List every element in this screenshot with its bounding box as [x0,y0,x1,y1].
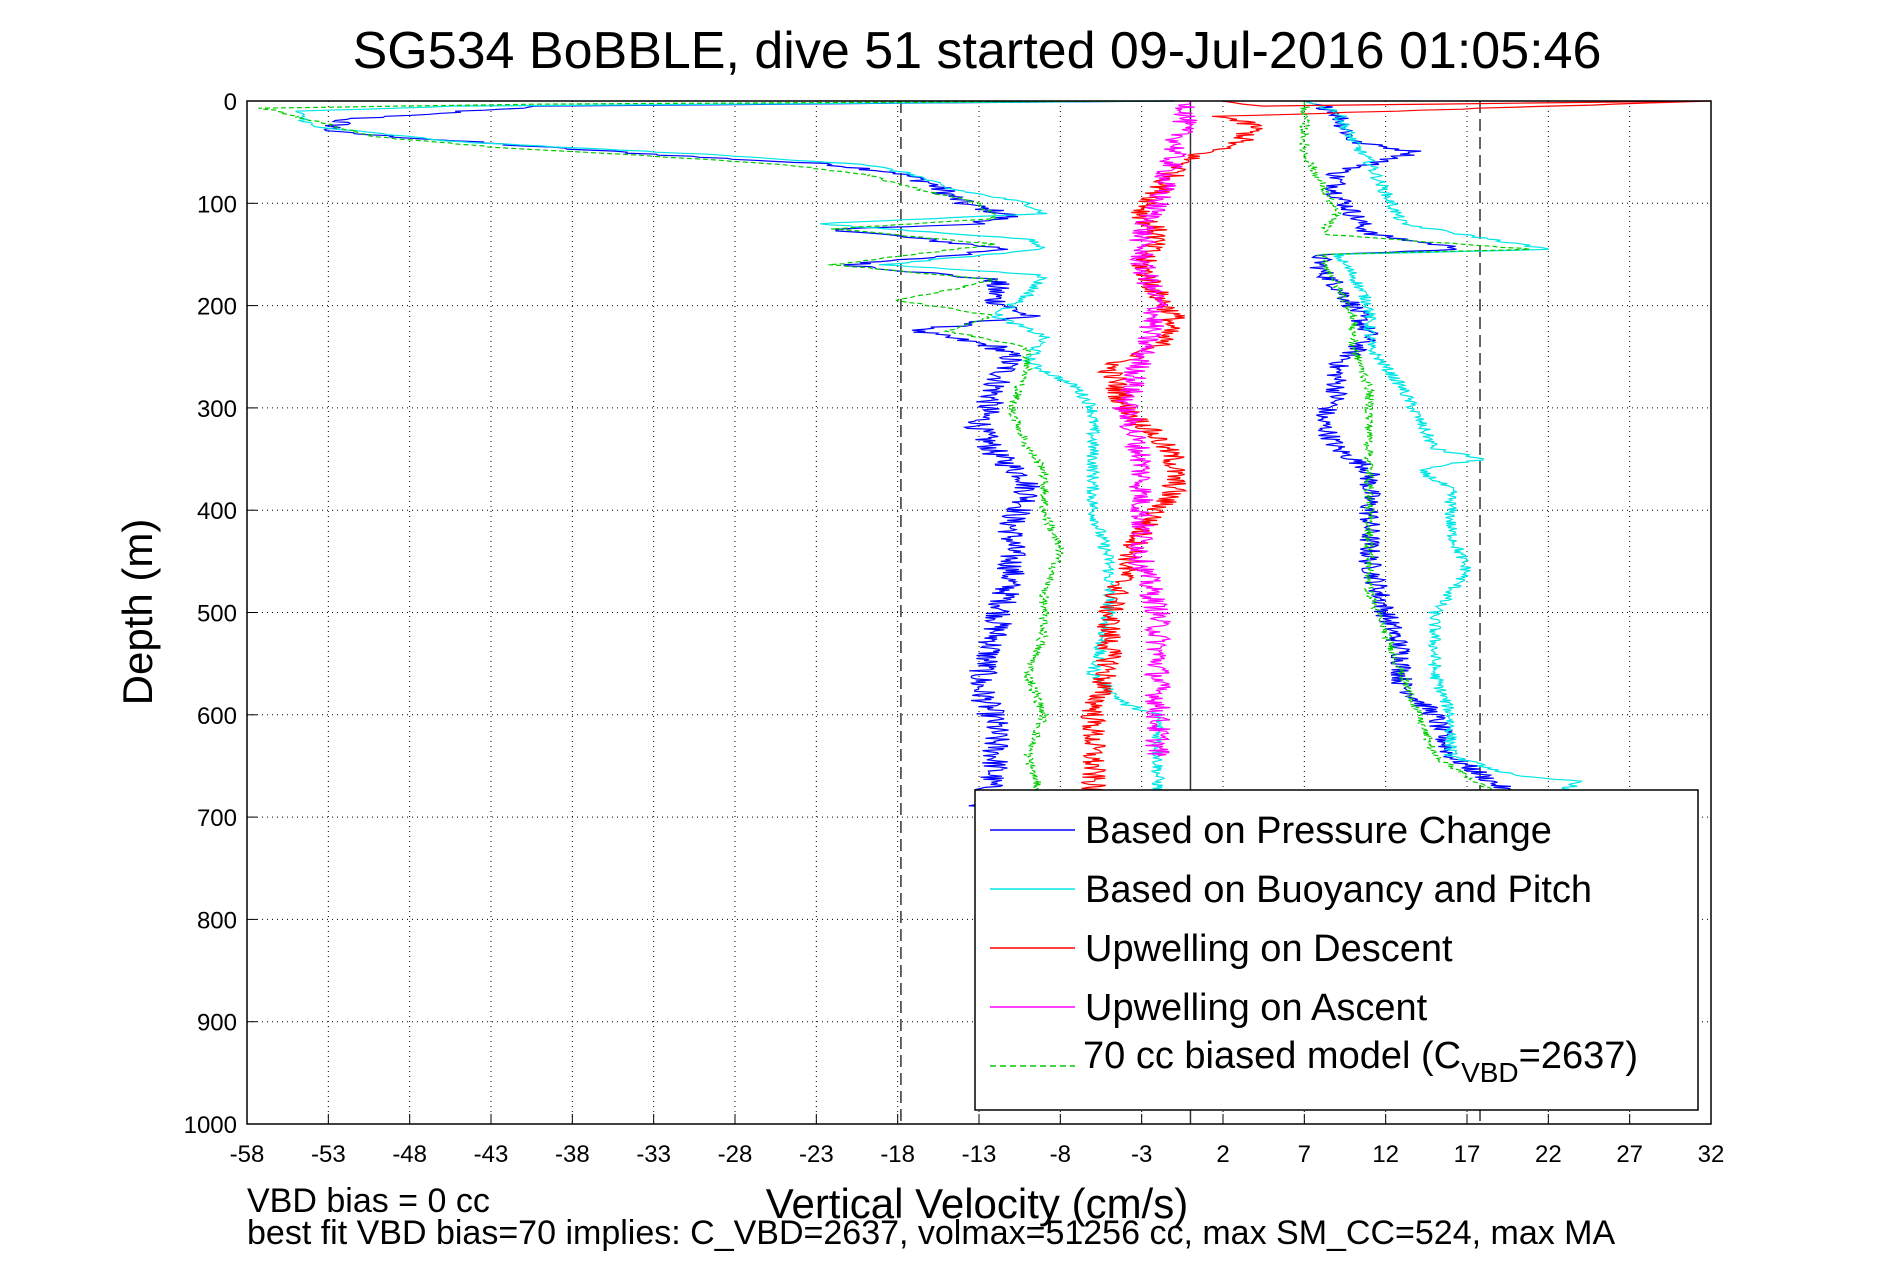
x-tick-label: 2 [1216,1141,1229,1168]
legend: Based on Pressure Change Based on Buoyan… [974,789,1699,1111]
plot-frame [246,100,1712,1125]
chart-title: SG534 BoBBLE, dive 51 started 09-Jul-201… [353,22,1602,80]
x-tick-label: -33 [636,1141,671,1168]
y-tick-label: 100 [197,191,237,218]
legend-label-model: 70 cc biased model (CVBD=2637) [1083,1035,1638,1088]
series-line-5 [1112,100,1198,757]
footer-line-1: VBD bias = 0 cc [247,1182,490,1220]
x-tick-label: -8 [1050,1141,1071,1168]
y-tick-label: 900 [197,1010,237,1037]
x-tick-label: -3 [1131,1141,1152,1168]
x-tick-label: -13 [962,1141,997,1168]
x-tick-label: 12 [1372,1141,1399,1168]
x-tick-label: -38 [555,1141,590,1168]
x-tick-labels: -58 -53 -48 -43 -38 -33 -28 -23 -18 -13 -8 -3 2 7 12 17… [230,1141,1725,1168]
x-tick-label: -18 [880,1141,915,1168]
series-line-6 [258,100,1158,808]
y-tick-label: 200 [197,294,237,321]
series-line-0 [323,100,1175,818]
series-line-4 [1080,100,1712,798]
y-tick-label: 400 [197,498,237,525]
x-tick-label: 7 [1298,1141,1311,1168]
x-tick-label: -43 [474,1141,509,1168]
series-line-3 [1304,100,1584,808]
y-axis-label: Depth (m) [114,519,161,706]
x-axis-label: Vertical Velocity (cm/s) [766,1180,1188,1227]
series-line-1 [1304,100,1518,798]
x-tick-label: 17 [1454,1141,1481,1168]
x-tick-label: -53 [311,1141,346,1168]
x-tick-label: -58 [230,1141,265,1168]
x-tick-label: -48 [392,1141,427,1168]
y-tick-labels: 0 100 200 300 400 500 600 700 800 900 1000 [184,89,237,1139]
legend-label-model-tail: =2637) [1519,1035,1638,1077]
footer-line-2: best fit VBD bias=70 implies: C_VBD=2637… [247,1214,1616,1252]
series-layer [258,100,1712,818]
legend-box [974,789,1699,1111]
y-tick-label: 800 [197,907,237,934]
legend-label-model-sub: VBD [1461,1057,1519,1088]
legend-label-model-main: 70 cc biased model (C [1083,1035,1461,1077]
x-tick-label: 27 [1616,1141,1643,1168]
y-tick-label: 600 [197,703,237,730]
x-tick-label: 32 [1698,1141,1725,1168]
x-tick-label: -23 [799,1141,834,1168]
legend-label-ascent: Upwelling on Ascent [1085,987,1428,1029]
y-tick-label: 0 [224,89,237,116]
legend-label-descent: Upwelling on Descent [1085,928,1453,970]
x-tick-label: -28 [718,1141,753,1168]
legend-label-buoyancy: Based on Buoyancy and Pitch [1085,869,1592,911]
legend-label-pressure: Based on Pressure Change [1085,810,1552,852]
x-tick-label: 22 [1535,1141,1562,1168]
y-tick-label: 300 [197,396,237,423]
y-tick-label: 700 [197,805,237,832]
y-tick-label: 500 [197,601,237,628]
series-line-7 [1297,101,1530,798]
series-line-2 [295,100,1175,818]
y-tick-label: 1000 [184,1112,237,1139]
